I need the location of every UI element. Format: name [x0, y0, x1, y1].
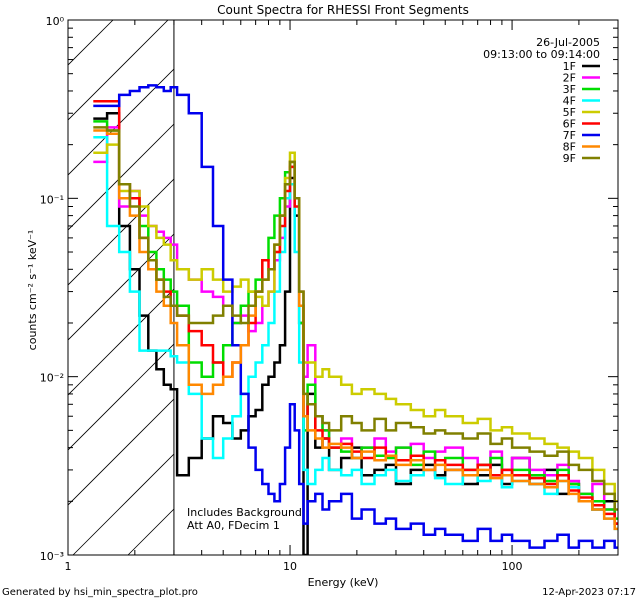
footer-generated-by: Generated by hsi_min_spectra_plot.pro	[2, 587, 198, 598]
x-tick-label-100: 100	[502, 560, 523, 573]
chart-title: Count Spectra for RHESSI Front Segments	[217, 3, 469, 17]
x-tick-label-1: 1	[65, 560, 72, 573]
x-axis-label: Energy (keV)	[308, 576, 379, 589]
hatch-line	[68, 20, 114, 66]
plot-frame	[67, 19, 619, 556]
hatch-line	[623, 0, 640, 555]
legend-label-6F: 6F	[563, 118, 576, 131]
series-8F-line	[93, 129, 618, 531]
series-7F-line	[93, 84, 618, 549]
legend-label-8F: 8F	[563, 141, 576, 154]
y-tick-label-1e-3: 10⁻³	[40, 550, 64, 563]
y-tick-label-1e-1: 10⁻¹	[40, 193, 64, 206]
legend-label-9F: 9F	[563, 152, 576, 165]
series-4F-line	[93, 136, 618, 531]
y-axis-label: counts cm⁻² s⁻¹ keV⁻¹	[26, 230, 39, 351]
legend-label-3F: 3F	[563, 83, 576, 96]
axis-ticks	[67, 19, 619, 556]
y-tick-label-1e-2: 10⁻²	[40, 372, 64, 385]
series-9F-line	[93, 126, 618, 511]
time-range-label: 09:13:00 to 09:14:00	[483, 48, 600, 61]
hatch-line	[0, 0, 28, 555]
date-label: 26-Jul-2005	[536, 36, 600, 49]
footer-timestamp: 12-Apr-2023 07:17	[542, 587, 636, 598]
x-tick-label-10: 10	[283, 560, 297, 573]
legend-label-2F: 2F	[563, 72, 576, 85]
annotation-attenuator: Att A0, FDecim 1	[187, 519, 280, 532]
series-5F-line	[93, 143, 618, 503]
series-layer	[93, 84, 618, 555]
legend-label-7F: 7F	[563, 129, 576, 142]
legend-label-1F: 1F	[563, 60, 576, 73]
y-tick-label-1e0: 10⁰	[46, 15, 65, 28]
annotation-background: Includes Background	[187, 506, 302, 519]
hatch-line	[0, 0, 83, 555]
hatch-line	[68, 20, 224, 176]
legend-label-4F: 4F	[563, 95, 576, 108]
legend-label-5F: 5F	[563, 106, 576, 119]
hatch-line	[68, 20, 169, 121]
